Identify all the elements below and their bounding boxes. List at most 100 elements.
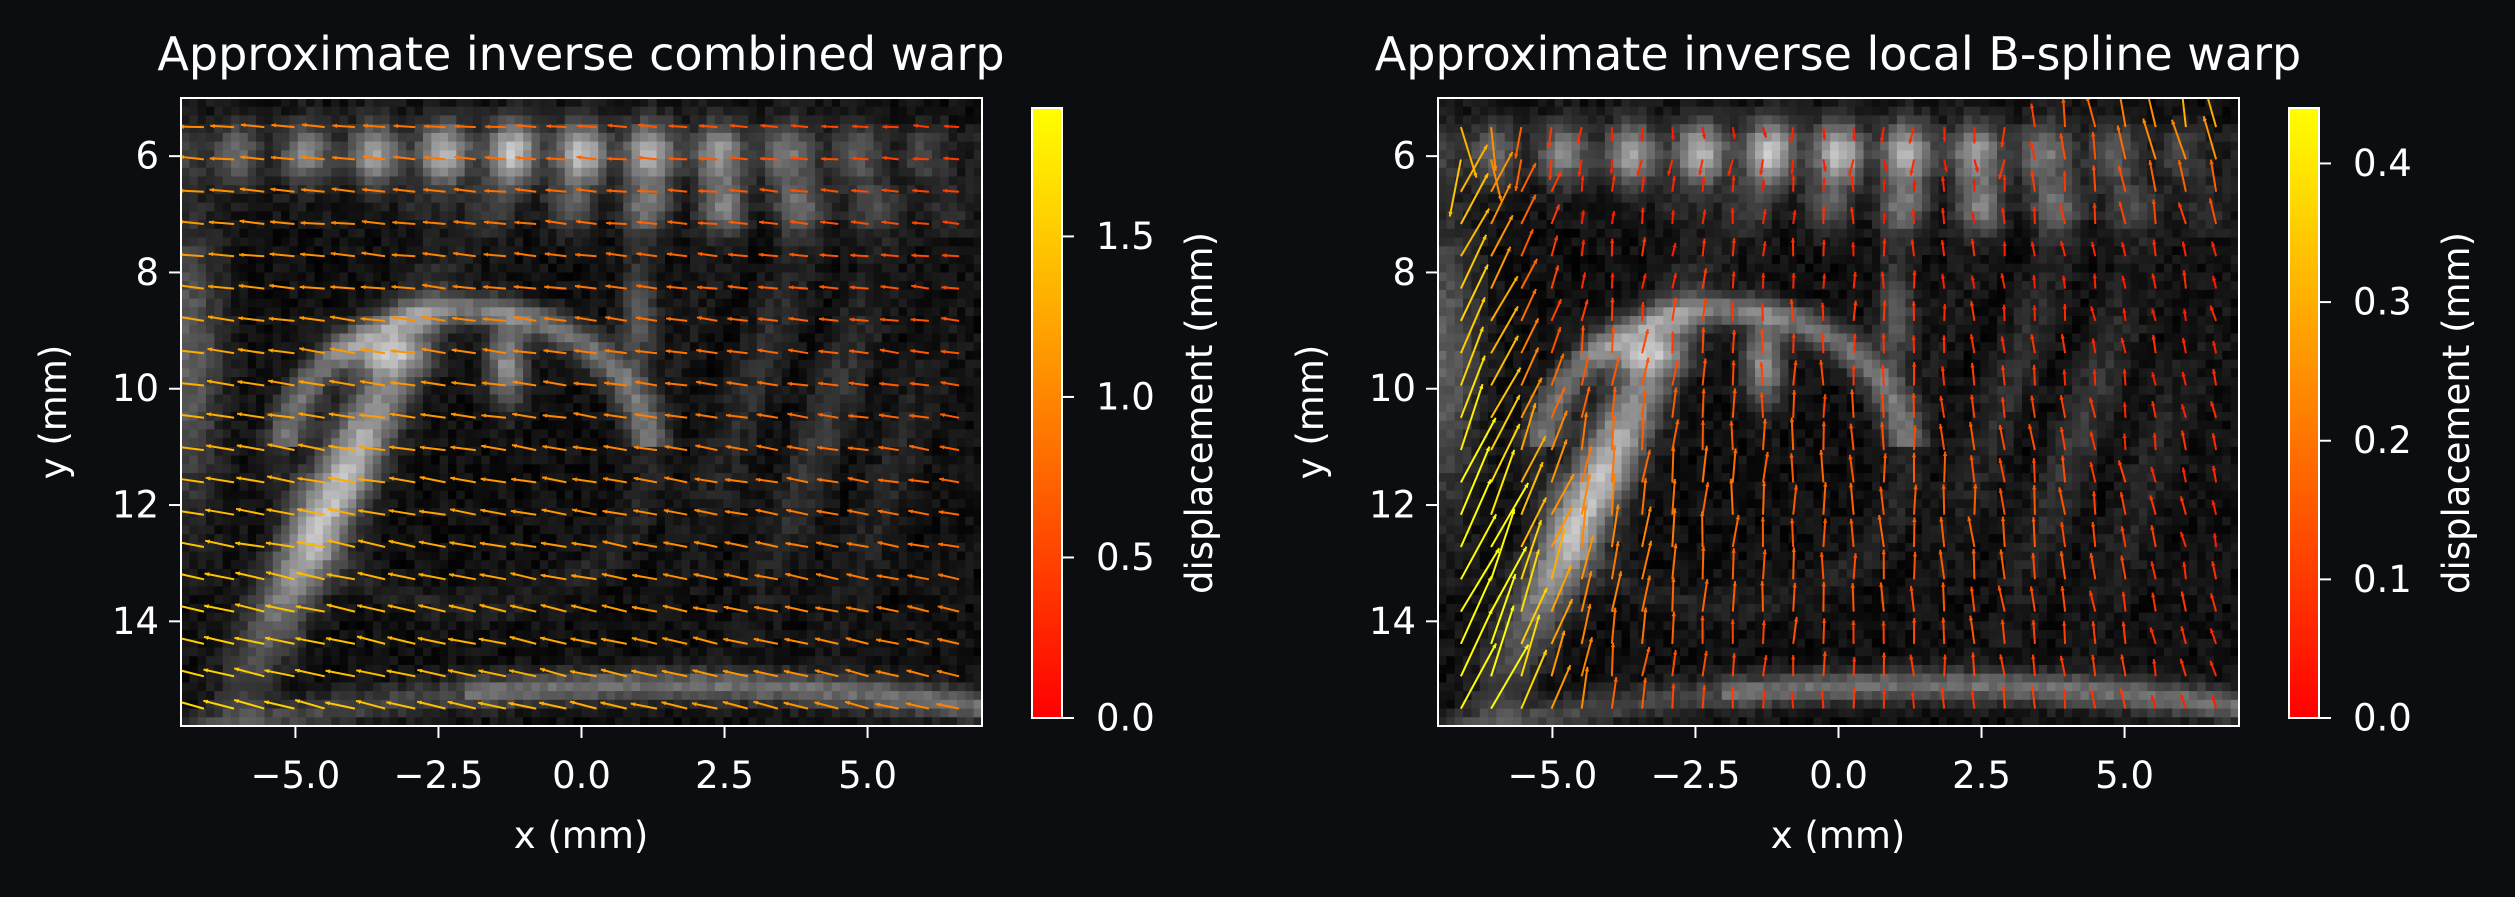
image-pixel [456, 132, 466, 143]
image-pixel [456, 412, 466, 422]
image-pixel [222, 220, 232, 230]
image-pixel [631, 220, 641, 230]
image-pixel [798, 420, 808, 431]
image-pixel [498, 507, 507, 518]
image-pixel [765, 481, 774, 492]
image-pixel [890, 525, 900, 535]
image-pixel [614, 211, 624, 221]
image-pixel [656, 542, 666, 553]
image-pixel [656, 516, 666, 526]
image-pixel [356, 394, 366, 404]
image-pixel [681, 359, 691, 369]
image-pixel [231, 481, 240, 492]
image-pixel [948, 115, 958, 125]
image-pixel [523, 237, 533, 247]
image-pixel [731, 464, 741, 474]
image-pixel [664, 412, 674, 422]
image-pixel [339, 342, 349, 352]
image-pixel [464, 403, 474, 413]
image-pixel [898, 132, 908, 143]
image-pixel [706, 473, 716, 483]
image-pixel [339, 237, 349, 247]
image-pixel [623, 542, 633, 553]
image-pixel [648, 159, 658, 169]
image-pixel [631, 368, 641, 378]
image-pixel [481, 525, 491, 535]
image-pixel [623, 185, 633, 195]
image-pixel [790, 490, 800, 500]
image-pixel [481, 246, 491, 256]
image-pixel [898, 167, 908, 178]
image-pixel [473, 385, 482, 396]
image-pixel [715, 150, 724, 160]
image-pixel [498, 237, 507, 247]
image-pixel [197, 342, 207, 352]
image-pixel [231, 368, 240, 378]
image-pixel [614, 255, 624, 265]
image-pixel [823, 446, 833, 457]
image-pixel [748, 220, 758, 230]
image-pixel [439, 446, 449, 457]
image-pixel [531, 359, 541, 369]
image-pixel [581, 525, 591, 535]
image-pixel [589, 342, 599, 352]
image-pixel [664, 403, 674, 413]
image-pixel [656, 350, 666, 361]
image-pixel [673, 499, 683, 509]
image-pixel [890, 507, 900, 518]
image-pixel [514, 377, 524, 387]
image-pixel [748, 255, 758, 265]
image-pixel [297, 481, 307, 492]
image-pixel [748, 132, 758, 143]
image-pixel [931, 246, 941, 256]
image-pixel [548, 394, 558, 404]
image-pixel [214, 106, 224, 117]
image-pixel [698, 124, 708, 134]
image-pixel [906, 202, 916, 212]
image-pixel [723, 150, 733, 160]
image-pixel [890, 141, 900, 151]
image-pixel [239, 106, 249, 117]
image-pixel [381, 377, 391, 387]
image-pixel [564, 342, 574, 352]
image-pixel [631, 420, 641, 431]
image-pixel [297, 193, 307, 204]
image-pixel [706, 281, 716, 291]
image-pixel [306, 246, 316, 256]
image-pixel [364, 473, 374, 483]
image-pixel [506, 359, 516, 369]
image-pixel [681, 525, 691, 535]
image-pixel [890, 255, 900, 265]
image-pixel [689, 98, 699, 108]
image-pixel [965, 412, 975, 422]
image-pixel [923, 289, 933, 300]
image-pixel [673, 368, 683, 378]
image-pixel [790, 141, 800, 151]
image-pixel [514, 150, 524, 160]
image-pixel [506, 534, 516, 544]
image-pixel [481, 202, 491, 212]
image-pixel [481, 124, 491, 134]
image-pixel [448, 202, 457, 212]
image-pixel [189, 342, 199, 352]
image-pixel [206, 159, 215, 169]
image-pixel [606, 98, 616, 108]
image-pixel [397, 516, 407, 526]
image-pixel [689, 228, 699, 239]
image-pixel [506, 455, 516, 465]
image-pixel [773, 272, 783, 282]
image-pixel [206, 289, 215, 300]
image-pixel [606, 490, 616, 500]
image-pixel [239, 446, 249, 457]
image-pixel [189, 124, 199, 134]
image-pixel [698, 420, 708, 431]
image-pixel [389, 429, 399, 439]
image-pixel [773, 115, 783, 125]
image-pixel [389, 368, 399, 378]
image-pixel [706, 499, 716, 509]
image-pixel [598, 446, 608, 457]
image-pixel [364, 394, 374, 404]
image-pixel [431, 246, 441, 256]
image-pixel [414, 115, 424, 125]
image-pixel [648, 281, 658, 291]
